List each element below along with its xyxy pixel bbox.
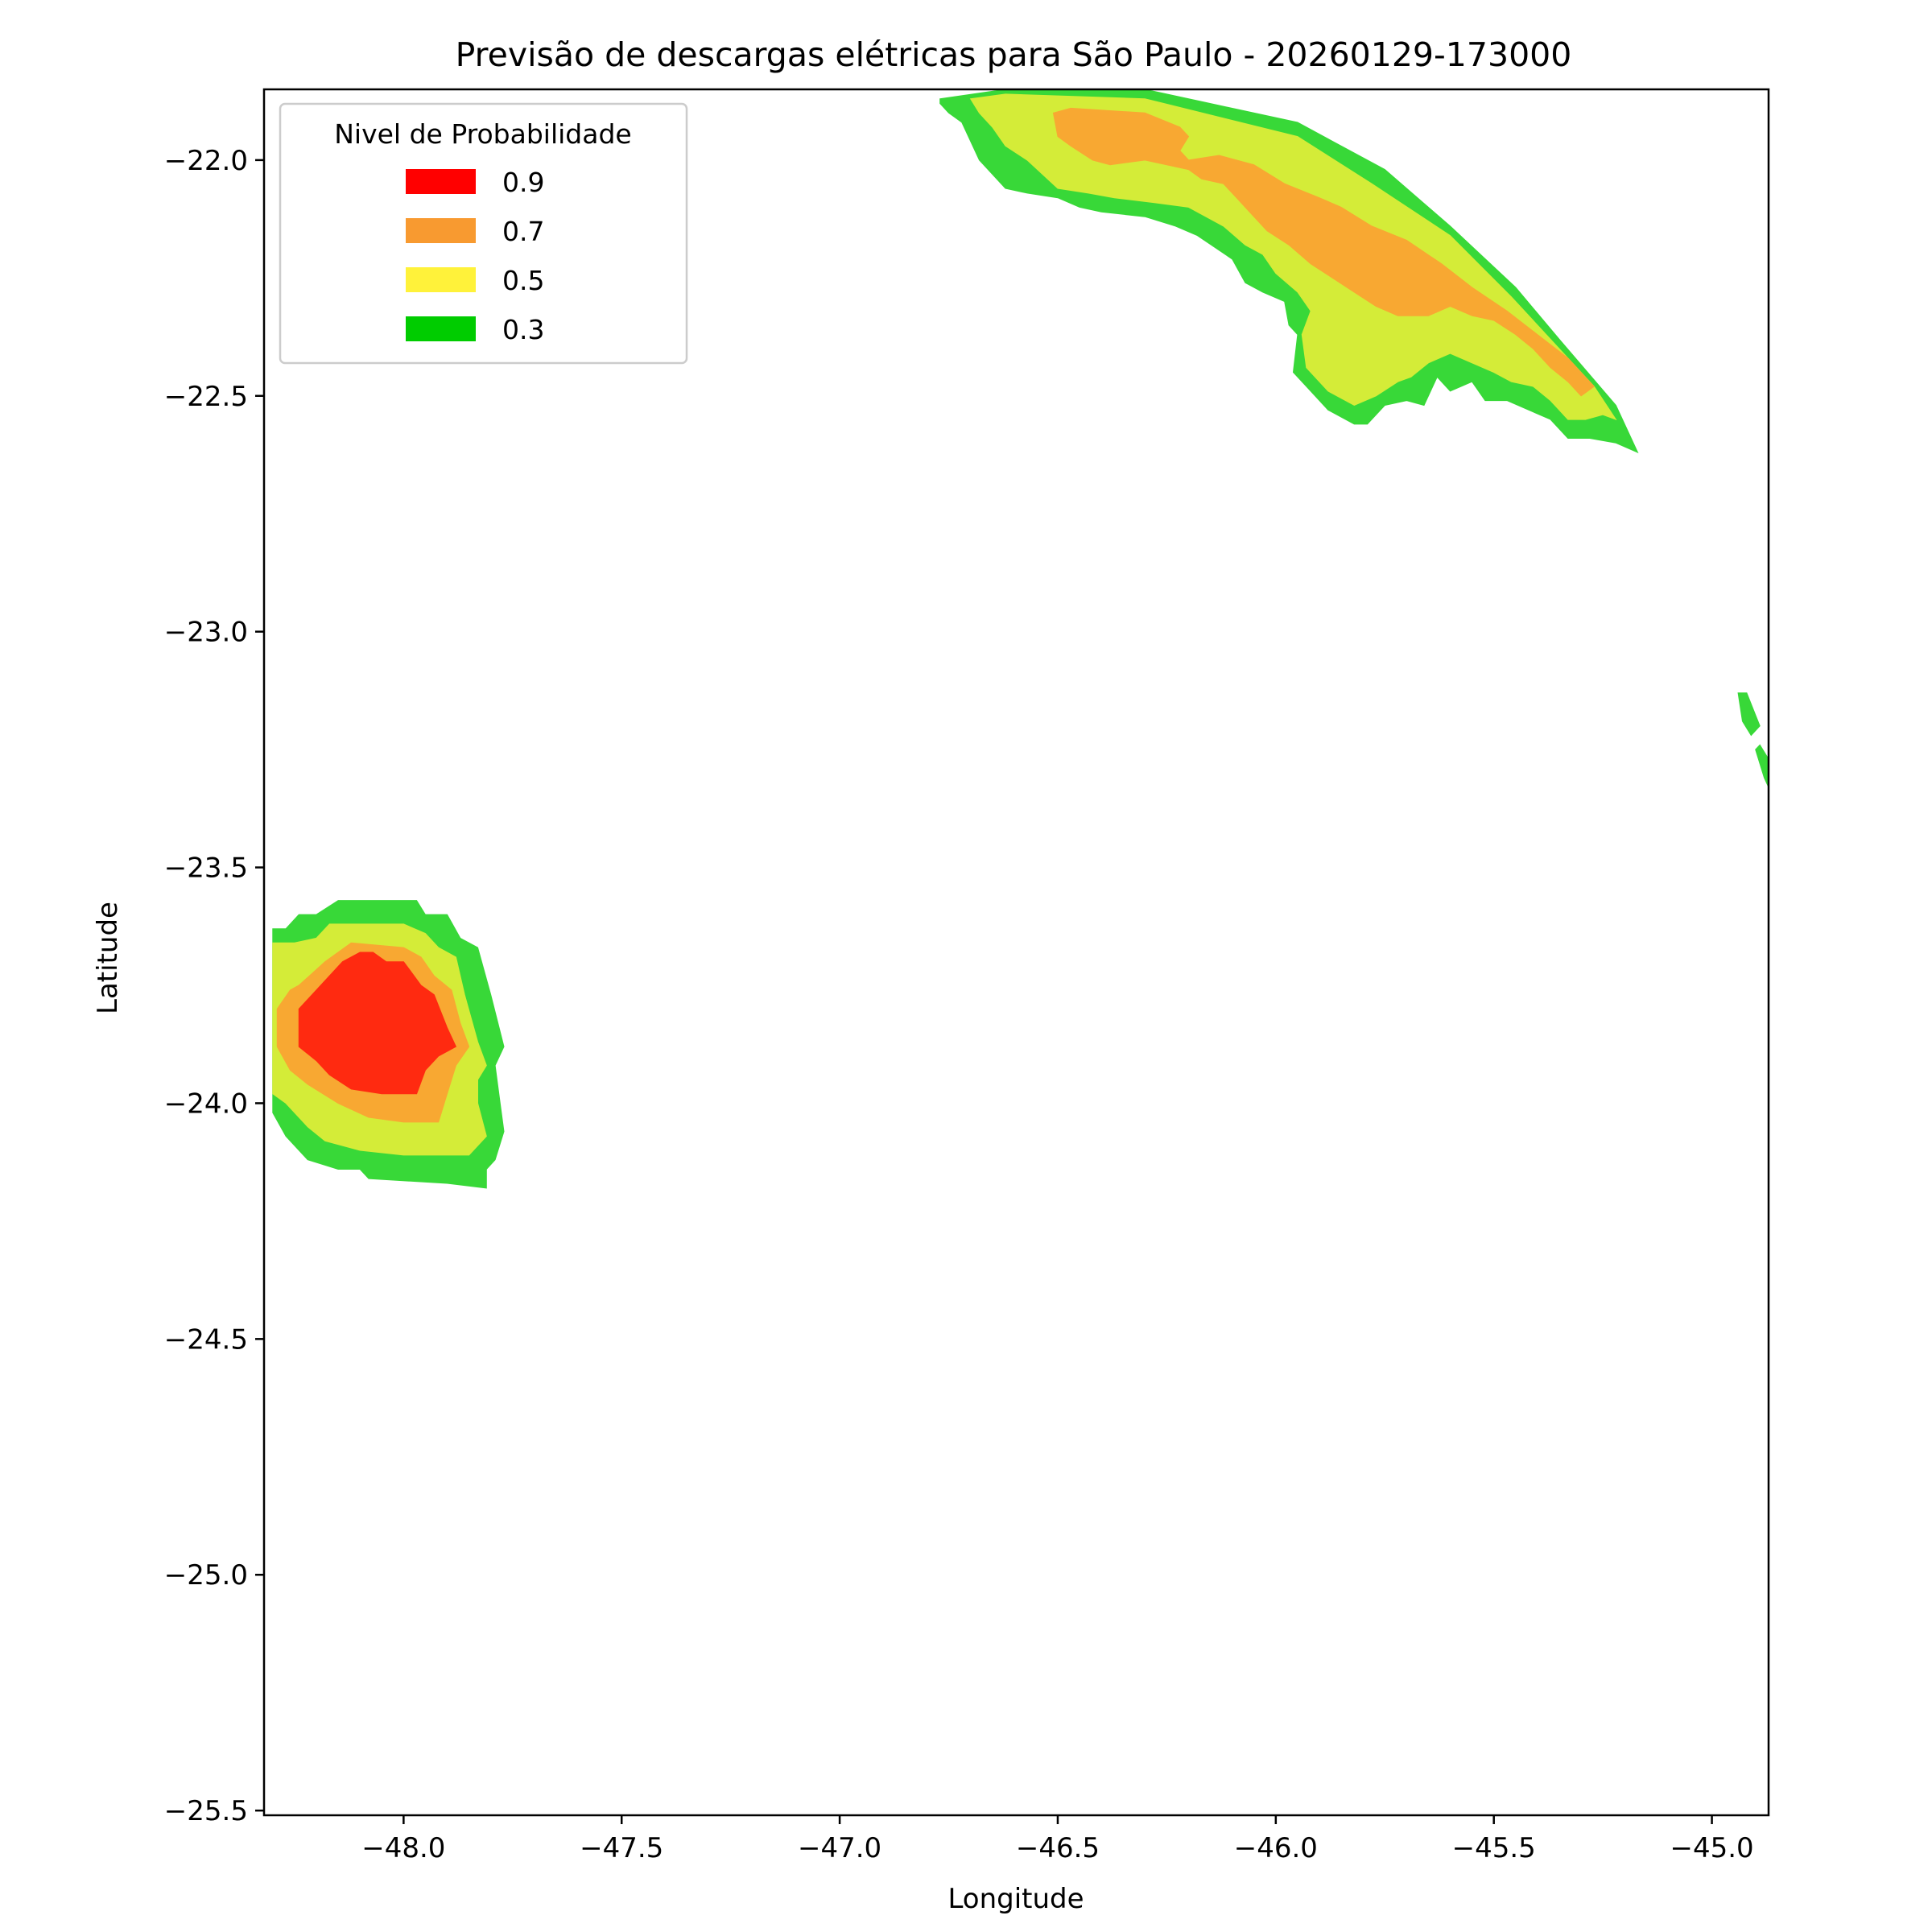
legend-label-0.5: 0.5	[502, 265, 544, 296]
y-tick-label: −25.0	[164, 1559, 248, 1591]
y-axis: −22.0 −22.5 −23.0 −23.5 −24.0 −24.5 −25.0 −25.5	[164, 145, 264, 1827]
x-tick-label: −46.0	[1234, 1832, 1318, 1864]
legend: Nivel de Probabilidade 0.9 0.7 0.5 0.3	[279, 102, 688, 365]
x-tick-label: −46.5	[1016, 1832, 1100, 1864]
x-axis-label: Longitude	[947, 1883, 1084, 1915]
legend-label-0.9: 0.9	[502, 167, 544, 198]
x-tick-label: −45.0	[1670, 1832, 1753, 1864]
contour-east-edge-level-0.3-7	[1737, 692, 1761, 737]
y-tick-label: −24.5	[164, 1323, 248, 1356]
legend-swatch-0.5	[406, 267, 476, 292]
x-tick-label: −45.5	[1452, 1832, 1536, 1864]
y-tick-label: −23.0	[164, 617, 248, 649]
legend-swatch-0.7	[406, 218, 476, 243]
contour-northeast-band-level-0.7-6	[1052, 107, 1596, 397]
contour-east-edge-level-0.3-8	[1755, 744, 1769, 788]
x-axis: −48.0 −47.5 −47.0 −46.5 −46.0 −45.5 −45.0	[361, 1815, 1754, 1864]
y-tick-label: −22.5	[164, 381, 248, 413]
y-tick-label: −24.0	[164, 1088, 248, 1120]
contour-southwest-cell-level-0.9-3	[298, 952, 457, 1095]
contour-layer	[272, 89, 1769, 1189]
legend-swatch-0.9	[406, 169, 476, 194]
legend-label-0.3: 0.3	[502, 314, 544, 345]
y-tick-label: −22.0	[164, 145, 248, 177]
chart-title: Previsão de descargas elétricas para São…	[456, 35, 1572, 74]
contour-northeast-band-level-0.5-5	[969, 93, 1617, 421]
legend-swatch-0.3	[406, 316, 476, 341]
y-axis-label: Latitude	[92, 902, 124, 1014]
y-tick-label: −25.5	[164, 1795, 248, 1827]
legend-box	[279, 102, 688, 365]
legend-entries: 0.9 0.7 0.5 0.3	[406, 167, 544, 345]
x-tick-label: −47.0	[798, 1832, 881, 1864]
x-tick-label: −48.0	[361, 1832, 445, 1864]
plot-frame	[262, 88, 1770, 1817]
y-tick-label: −23.5	[164, 852, 248, 885]
x-tick-label: −47.5	[580, 1832, 663, 1864]
legend-label-0.7: 0.7	[502, 216, 544, 247]
legend-title: Nivel de Probabilidade	[334, 118, 631, 150]
